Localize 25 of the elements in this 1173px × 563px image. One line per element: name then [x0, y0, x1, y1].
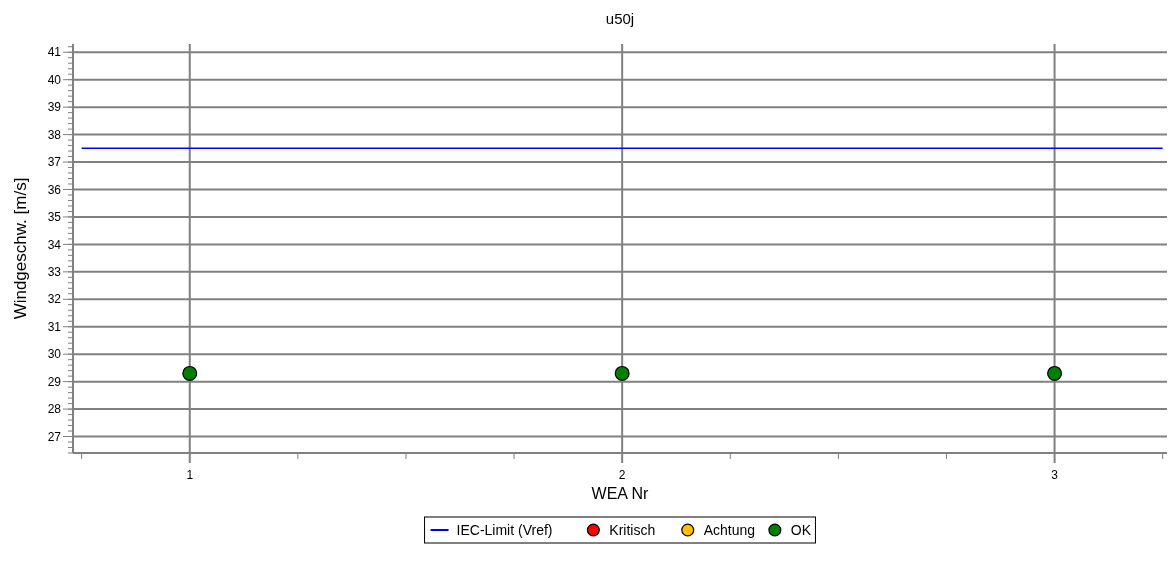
y-tick-label: 33	[47, 265, 62, 280]
x-tick-label: 2	[618, 468, 626, 482]
legend-label: IEC-Limit (Vref)	[456, 521, 553, 538]
y-tick-label: 29	[47, 374, 62, 389]
y-tick-label: 38	[47, 127, 62, 142]
y-axis-title: Windgeschw. [m/s]	[11, 177, 30, 320]
y-tick-label: 37	[47, 155, 62, 170]
y-tick-label: 39	[47, 100, 62, 115]
y-tick-label: 41	[47, 45, 62, 60]
x-tick-label: 1	[186, 468, 194, 482]
y-tick-label: 34	[47, 237, 62, 252]
y-tick-label: 28	[47, 402, 62, 417]
x-axis-title: WEA Nr	[591, 485, 650, 502]
y-tick-label: 31	[47, 319, 62, 334]
y-tick-label: 36	[47, 182, 62, 197]
y-tick-label: 40	[47, 72, 62, 87]
y-tick-label: 27	[47, 429, 62, 444]
chart-title: u50j	[605, 10, 635, 27]
legend-label: OK	[790, 521, 812, 538]
legend-label: Kritisch	[609, 521, 656, 538]
x-tick-label: 3	[1051, 468, 1059, 482]
legend-label: Achtung	[703, 521, 756, 538]
y-tick-label: 30	[47, 347, 62, 362]
y-tick-label: 32	[47, 292, 62, 307]
y-tick-label: 35	[47, 210, 62, 225]
